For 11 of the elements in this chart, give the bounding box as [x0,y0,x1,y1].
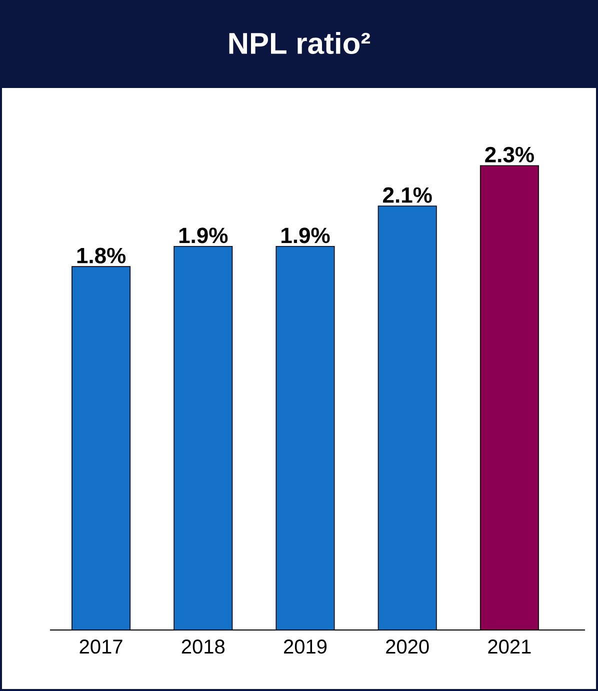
x-tick-label: 2019 [284,640,327,654]
data-label: 1.9% [282,228,330,244]
data-label: 2.3% [485,146,534,162]
x-tick-label: 2020 [386,640,429,654]
x-tick-label: 2017 [80,640,122,654]
x-tick-label: 2018 [182,640,225,654]
chart-title: NPL ratio² [229,32,370,54]
data-label: 1.9% [179,228,228,244]
data-label: 2.1% [383,187,432,203]
x-tick-label: 2021 [488,640,531,654]
data-label: 1.8% [77,248,126,264]
